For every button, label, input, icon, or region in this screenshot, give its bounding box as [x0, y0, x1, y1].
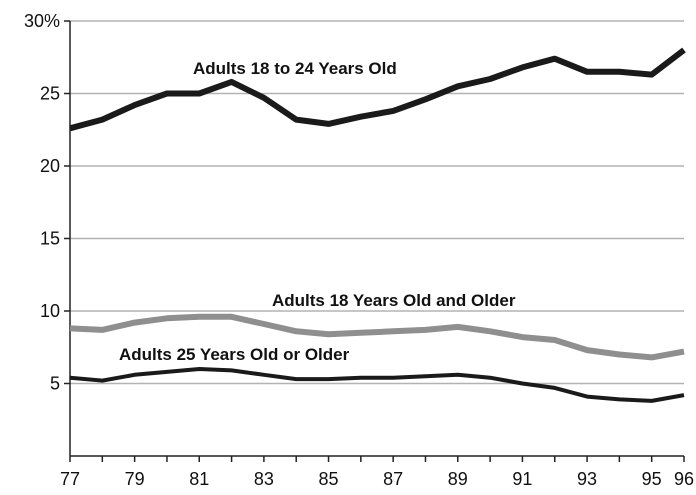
x-tick-label: 83: [254, 469, 274, 489]
x-tick-label: 95: [642, 469, 662, 489]
x-tick-label: 85: [319, 469, 339, 489]
y-tick-label: 15: [40, 229, 60, 249]
x-tick-label: 77: [60, 469, 80, 489]
y-tick-label: 5: [50, 374, 60, 394]
x-tick-label: 89: [448, 469, 468, 489]
series-line-2: [69, 313, 685, 361]
x-tick-label: 96: [674, 469, 694, 489]
x-tick-label: 91: [512, 469, 532, 489]
series-labels: Adults 18 to 24 Years Old Adults 18 Years…: [119, 59, 516, 364]
series-lines: [69, 47, 686, 403]
series-label-2: Adults 18 Years Old and Older: [272, 291, 516, 310]
series-line-1: [69, 47, 686, 132]
x-tick-label: 87: [383, 469, 403, 489]
axes: 5 10 15 20 25 30% 77 79 81 83 85 87 89 91 93 95 96: [24, 11, 694, 489]
series-line-3: [69, 367, 685, 403]
y-tick-label: 20: [40, 156, 60, 176]
x-tick-label: 93: [577, 469, 597, 489]
y-tick-label: 30%: [24, 11, 60, 31]
series-label-3: Adults 25 Years Old or Older: [119, 345, 350, 364]
x-tick-label: 79: [125, 469, 145, 489]
y-tick-label: 10: [40, 301, 60, 321]
series-label-1: Adults 18 to 24 Years Old: [193, 59, 397, 78]
y-tick-label: 25: [40, 84, 60, 104]
x-tick-label: 81: [189, 469, 209, 489]
